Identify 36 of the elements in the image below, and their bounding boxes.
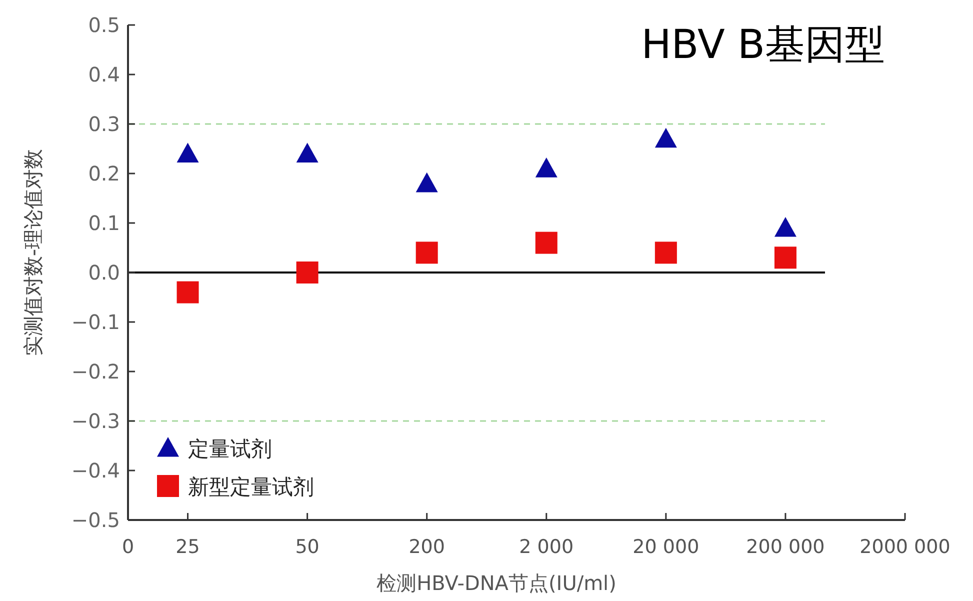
point (774, 246, 796, 269)
y-tick-label: 0.5 (88, 13, 120, 37)
point (416, 172, 438, 192)
x-tick-label: 20 000 (632, 536, 700, 558)
legend-label: 定量试剂 (188, 437, 272, 461)
point (176, 281, 199, 304)
x-tick-label: 200 000 (746, 536, 825, 558)
chart-title: HBV B基因型 (641, 22, 885, 68)
y-tick-label: 0.2 (88, 162, 120, 186)
point (416, 242, 438, 264)
y-tick-label: 0.4 (88, 62, 120, 86)
point (535, 158, 558, 178)
y-tick-label: −0.1 (71, 310, 120, 334)
point (176, 142, 199, 162)
y-tick-label: 0.3 (88, 112, 120, 136)
point (654, 128, 677, 148)
x-tick-label: 2 000 (519, 536, 574, 558)
x-tick-label: 50 (295, 536, 320, 558)
y-axis-title: 实测值对数-理论值对数 (21, 148, 45, 356)
x-tick-label: 200 (408, 536, 445, 558)
legend-label: 新型定量试剂 (188, 475, 314, 499)
y-tick-label: 0.1 (88, 211, 120, 235)
x-tick-label: 2000 000 (860, 536, 950, 558)
point (296, 262, 318, 284)
point (654, 242, 677, 264)
y-tick-label: 0.0 (88, 260, 120, 284)
x-tick-label: 25 (176, 536, 200, 558)
point (296, 142, 318, 162)
point (535, 232, 558, 254)
y-tick-label: −0.4 (71, 458, 120, 482)
x-tick-label: 0 (122, 536, 134, 558)
y-tick-label: −0.2 (71, 360, 120, 384)
x-axis-title: 检测HBV-DNA节点(IU/ml) (376, 571, 616, 595)
y-tick-label: −0.5 (71, 508, 120, 532)
point (774, 216, 796, 237)
y-tick-label: −0.3 (71, 409, 120, 433)
